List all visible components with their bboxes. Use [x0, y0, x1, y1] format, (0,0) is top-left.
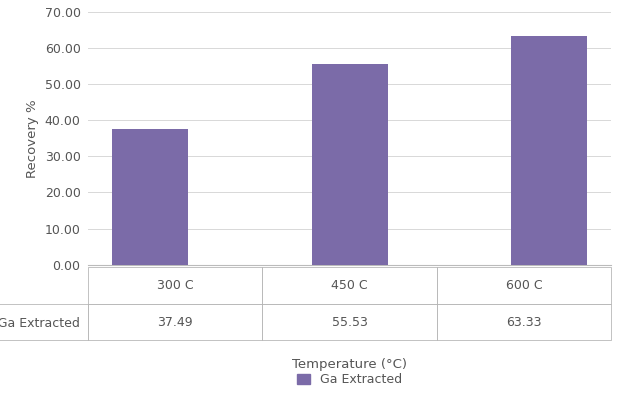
Text: Temperature (°C): Temperature (°C)	[292, 358, 407, 371]
Bar	[512, 36, 587, 265]
Bar	[112, 129, 188, 265]
Legend: Ga Extracted: Ga Extracted	[292, 368, 407, 391]
Y-axis label: Recovery %: Recovery %	[26, 99, 39, 178]
Bar	[312, 64, 387, 265]
